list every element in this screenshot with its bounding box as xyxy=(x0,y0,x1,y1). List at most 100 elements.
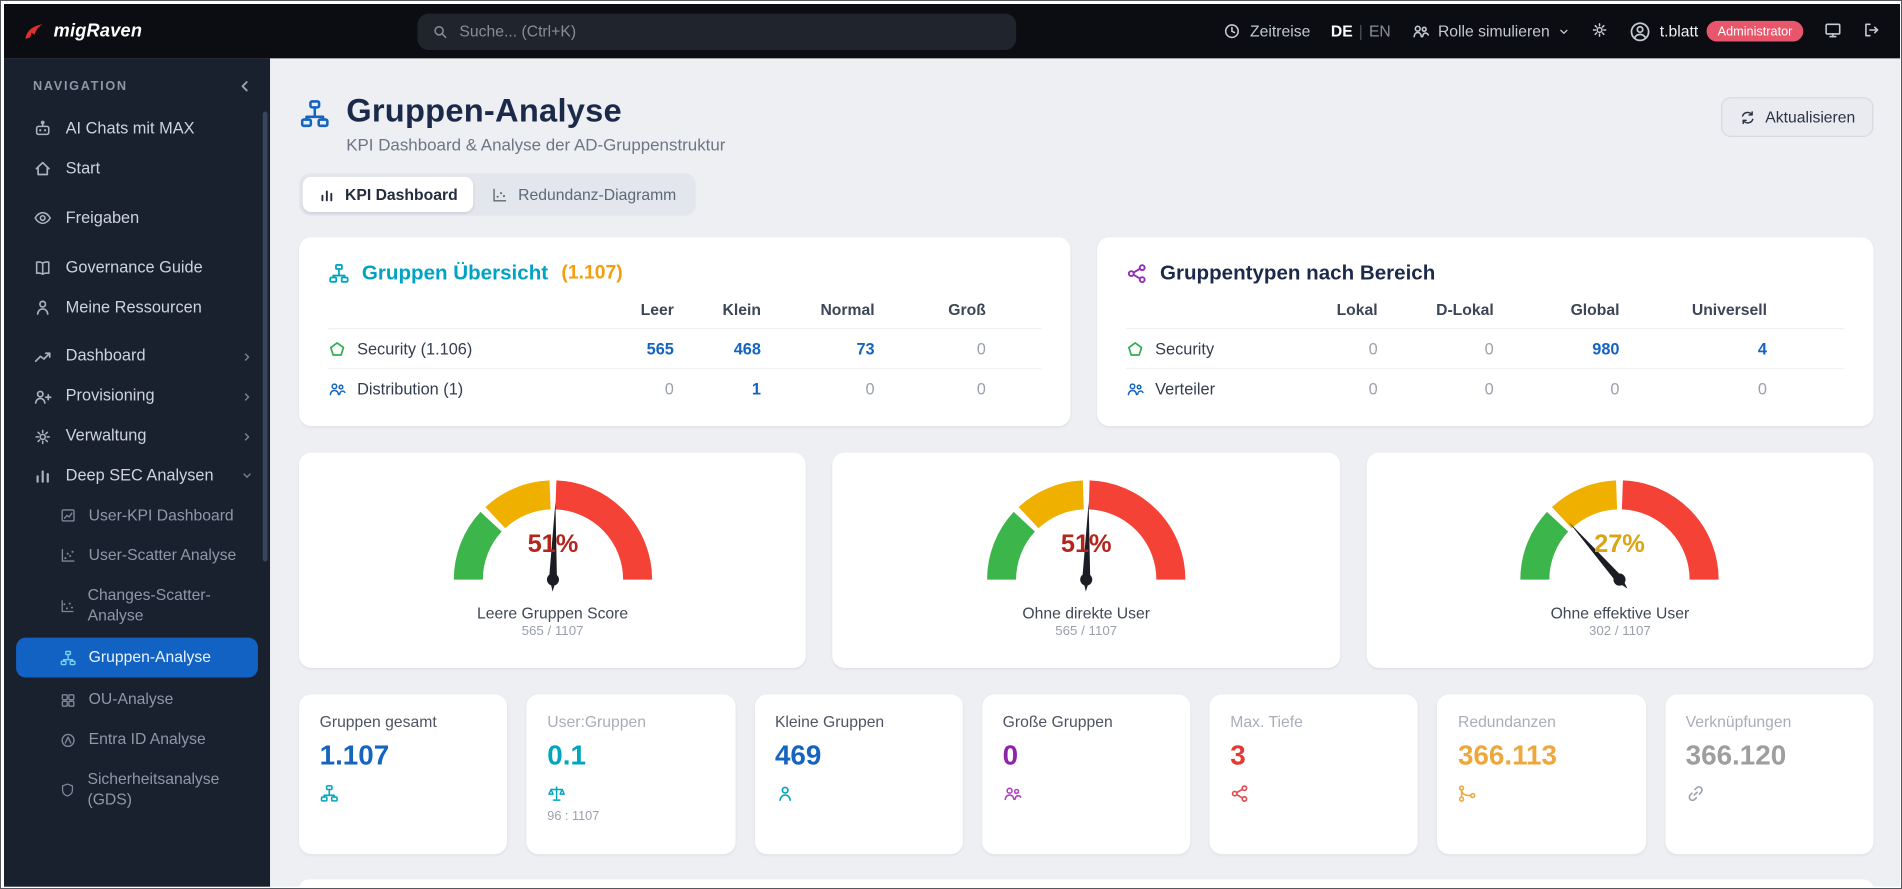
trending-up-icon xyxy=(34,352,51,362)
bar-chart-icon xyxy=(36,470,49,484)
column-header: Klein xyxy=(722,300,761,319)
chevron-right-icon xyxy=(244,392,250,401)
column-header: D-Lokal xyxy=(1436,300,1494,319)
gauge-detail: 302 / 1107 xyxy=(1588,624,1651,639)
sidebar-subitem-gruppen-analyse[interactable]: Gruppen-Analyse xyxy=(16,638,258,678)
sidebar-item-deep-sec-analysen[interactable]: Deep SEC Analysen xyxy=(4,456,270,496)
kpi-card-kleine-gruppen: Kleine Gruppen 469 xyxy=(754,694,963,855)
global-search[interactable] xyxy=(417,13,1017,50)
sidebar-subitem-sicherheitsanalyse-gds[interactable]: Sicherheitsanalyse (GDS) xyxy=(4,760,270,820)
cell-value: 0 xyxy=(976,380,986,399)
app-logo[interactable]: migRaven xyxy=(23,20,142,42)
kpi-label: Kleine Gruppen xyxy=(774,712,885,731)
share-nodes-icon xyxy=(1127,264,1146,284)
gauge-needle xyxy=(1568,521,1628,589)
cell-value: 73 xyxy=(856,339,875,358)
card-count: (1.107) xyxy=(561,262,623,284)
sidebar-item-provisioning[interactable]: Provisioning xyxy=(4,377,270,417)
sidebar-item-dashboard[interactable]: Dashboard xyxy=(4,337,270,377)
sidebar-subitem-user-scatter-analyse[interactable]: User-Scatter Analyse xyxy=(4,536,270,576)
collapse-sidebar-icon[interactable] xyxy=(236,78,253,95)
kpi-chart-icon xyxy=(61,509,75,523)
kpi-sub-text: 96 : 1107 xyxy=(547,809,600,824)
gear-icon xyxy=(35,429,51,444)
sidebar-item-ai-chats[interactable]: AI Chats mit MAX xyxy=(4,109,270,149)
kpi-label: Max. Tiefe xyxy=(1230,712,1303,731)
robot-icon xyxy=(35,121,50,136)
gauge-needle xyxy=(1080,502,1093,592)
refresh-button[interactable]: Aktualisieren xyxy=(1720,97,1874,138)
gauge-value: 51% xyxy=(1061,530,1112,558)
kpi-card-max-tiefe: Max. Tiefe 3 xyxy=(1209,694,1419,855)
sidebar-subitem-label: User-Scatter Analyse xyxy=(88,545,237,564)
column-header: Normal xyxy=(820,300,875,319)
gauge-detail: 565 / 1107 xyxy=(1055,624,1118,639)
sidebar-scrollbar[interactable] xyxy=(262,111,268,562)
sidebar-subitem-entra-id-analyse[interactable]: Entra ID Analyse xyxy=(4,720,270,760)
kpi-value: 366.113 xyxy=(1457,739,1557,771)
table-row: Distribution (1) 0 1 0 0 xyxy=(328,369,1041,409)
lang-de[interactable]: DE xyxy=(1330,22,1353,41)
kpi-label: User:Gruppen xyxy=(547,712,647,731)
cell-value: 0 xyxy=(976,339,986,358)
sidebar-subitem-ou-analyse[interactable]: OU-Analyse xyxy=(4,680,270,720)
sidebar-item-label: Provisioning xyxy=(65,386,155,405)
search-input[interactable] xyxy=(459,22,1002,41)
gauge-chart: 51% xyxy=(987,480,1186,592)
display-mode-button[interactable] xyxy=(1824,20,1842,42)
lang-separator: | xyxy=(1358,22,1363,41)
kpi-value: 0 xyxy=(1002,739,1019,771)
tab-label: Redundanz-Diagramm xyxy=(518,185,677,204)
merge-icon xyxy=(1459,785,1476,802)
sidebar-item-start[interactable]: Start xyxy=(4,149,270,189)
distribution-group-icon xyxy=(1127,383,1144,396)
sidebar-item-label: Verwaltung xyxy=(65,426,147,445)
cell-value: 0 xyxy=(1368,380,1378,399)
kpi-card-redundanzen: Redundanzen 366.113 xyxy=(1437,694,1646,855)
sidebar-item-verwaltung[interactable]: Verwaltung xyxy=(4,416,270,456)
column-header: Lokal xyxy=(1336,300,1378,319)
logout-button[interactable] xyxy=(1863,20,1881,42)
language-toggle: DE | EN xyxy=(1331,22,1391,40)
eye-icon xyxy=(34,212,51,225)
sidebar-item-freigaben[interactable]: Freigaben xyxy=(4,198,270,238)
gauge-value: 51% xyxy=(527,530,578,558)
user-icon xyxy=(36,300,49,315)
kpi-card-gruppen-gesamt: Gruppen gesamt 1.107 xyxy=(299,694,508,855)
cell-value: 0 xyxy=(1484,339,1494,358)
settings-gear-button[interactable] xyxy=(1591,20,1609,42)
gauge-label: Ohne direkte User xyxy=(1022,603,1151,622)
user-menu[interactable]: t.blatt Administrator xyxy=(1630,20,1804,42)
entra-id-icon xyxy=(61,733,75,747)
chevron-right-icon xyxy=(244,353,250,361)
zeitreise-button[interactable]: Zeitreise xyxy=(1223,22,1310,40)
gruppentypen-card: Gruppentypen nach Bereich Lokal D-Lokal … xyxy=(1097,237,1874,427)
logo-text: migRaven xyxy=(53,20,143,42)
sidebar-item-label: Meine Ressourcen xyxy=(65,297,202,316)
sidebar-subitem-user-kpi-dashboard[interactable]: User-KPI Dashboard xyxy=(4,496,270,536)
diagram-icon xyxy=(493,188,507,201)
sidebar-subitem-changes-scatter-analyse[interactable]: Changes-Scatter-Analyse xyxy=(4,576,270,636)
tab-label: KPI Dashboard xyxy=(344,185,458,204)
avatar-icon xyxy=(1631,21,1650,41)
view-tabs: KPI Dashboard Redundanz-Diagramm xyxy=(299,173,696,216)
lang-en[interactable]: EN xyxy=(1368,22,1391,41)
sidebar-subitem-label: OU-Analyse xyxy=(88,690,174,709)
topbar: migRaven Zeitreise DE | EN xyxy=(4,4,1901,59)
cell-value: 4 xyxy=(1757,339,1768,358)
gruppen-uebersicht-card: Gruppen Übersicht (1.107) Leer Klein Nor… xyxy=(299,237,1071,427)
card-title: Gruppentypen nach Bereich xyxy=(1159,261,1436,285)
tab-redundanz-diagramm[interactable]: Redundanz-Diagramm xyxy=(476,177,692,212)
kpi-value: 469 xyxy=(774,739,822,771)
sidebar-item-meine-ressourcen[interactable]: Meine Ressourcen xyxy=(4,288,270,328)
tab-kpi-dashboard[interactable]: KPI Dashboard xyxy=(302,176,474,212)
hierarchy-icon xyxy=(320,785,338,802)
role-simulate-dropdown[interactable]: Rolle simulieren xyxy=(1411,22,1570,40)
sidebar-item-governance-guide[interactable]: Governance Guide xyxy=(4,248,270,288)
security-group-icon xyxy=(1128,341,1143,356)
gauge-chart: 27% xyxy=(1520,480,1720,589)
cell-value: 0 xyxy=(1484,380,1494,399)
gear-icon xyxy=(1593,22,1607,37)
logo-icon xyxy=(25,23,43,39)
